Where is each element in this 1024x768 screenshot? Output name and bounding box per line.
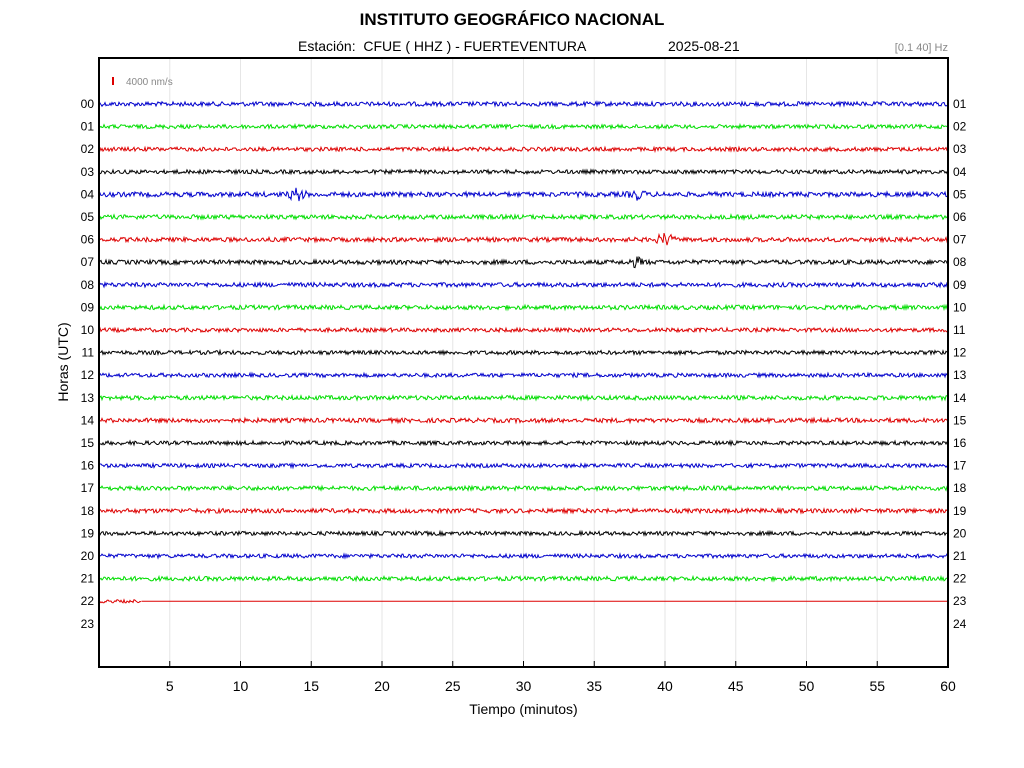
filter-band: [0.1 40] Hz [894, 42, 948, 54]
y-right-label: 05 [953, 187, 967, 201]
trace-hour-08 [98, 281, 949, 289]
y-right-label: 11 [953, 323, 966, 337]
y-right-label: 18 [953, 481, 967, 495]
y-left-label: 22 [81, 594, 95, 608]
trace-hour-06 [98, 232, 949, 246]
trace-hour-10 [98, 326, 949, 334]
trace-hour-18 [98, 506, 949, 515]
y-left-label: 17 [81, 481, 95, 495]
y-right-label: 15 [953, 413, 967, 427]
y-left-label: 14 [81, 413, 95, 427]
x-tick-label: 15 [303, 678, 319, 694]
y-left-label: 20 [81, 549, 95, 563]
trace-hour-01 [98, 122, 949, 131]
y-right-label: 17 [953, 459, 967, 473]
y-right-label: 02 [953, 120, 967, 134]
y-right-label: 16 [953, 436, 967, 450]
x-tick-label: 60 [940, 678, 956, 694]
y-left-label: 09 [81, 300, 95, 314]
y-left-label: 16 [81, 459, 95, 473]
x-tick-label: 5 [166, 678, 174, 694]
x-tick-label: 40 [657, 678, 673, 694]
trace-hour-21 [98, 574, 948, 583]
y-right-label: 03 [953, 142, 967, 156]
x-tick-label: 30 [516, 678, 532, 694]
y-left-label: 15 [81, 436, 95, 450]
y-left-label: 13 [81, 391, 95, 405]
chart-title: INSTITUTO GEOGRÁFICO NACIONAL [359, 10, 665, 29]
y-left-label: 08 [81, 278, 95, 292]
x-tick-label: 25 [445, 678, 461, 694]
y-right-label: 09 [953, 278, 967, 292]
x-tick-label: 35 [586, 678, 602, 694]
y-right-label: 21 [953, 549, 967, 563]
trace-hour-07 [98, 256, 949, 269]
y-left-label: 10 [81, 323, 95, 337]
x-axis-label: Tiempo (minutos) [469, 701, 577, 717]
trace-hour-04 [98, 187, 949, 202]
y-right-label: 08 [953, 255, 967, 269]
y-left-label: 23 [81, 617, 95, 631]
trace-hour-22 [98, 598, 142, 604]
labels-layer: 5 10 15 20 25 30 35 40 45 50 55 60 00 01 02 03 04 05 06 07 0… [55, 77, 967, 717]
y-left-label: 19 [81, 526, 95, 540]
station-label: Estación: CFUE ( HHZ ) - FUERTEVENTURA [298, 38, 587, 54]
x-tick-label: 10 [233, 678, 249, 694]
trace-hour-11 [98, 348, 949, 357]
trace-hour-02 [98, 145, 949, 154]
x-tick-label: 20 [374, 678, 390, 694]
y-right-label: 07 [953, 233, 967, 247]
y-right-label: 04 [953, 165, 967, 179]
trace-hour-16 [98, 461, 949, 470]
y-right-label: 06 [953, 210, 967, 224]
y-right-label: 24 [953, 617, 967, 631]
y-right-label: 01 [953, 97, 967, 111]
y-left-label: 06 [81, 233, 95, 247]
x-tick-label: 55 [869, 678, 885, 694]
y-left-label: 05 [81, 210, 95, 224]
trace-hour-09 [98, 303, 949, 312]
y-left-label: 07 [81, 255, 95, 269]
y-right-label: 20 [953, 526, 967, 540]
grid-layer [169, 58, 878, 667]
trace-hour-13 [98, 393, 949, 402]
y-right-label: 10 [953, 300, 967, 314]
trace-hour-17 [98, 484, 949, 493]
y-right-label: 13 [953, 368, 967, 382]
trace-hour-03 [98, 168, 949, 176]
y-left-label: 01 [81, 120, 95, 134]
y-right-label: 19 [953, 504, 967, 518]
trace-hour-05 [98, 213, 949, 222]
trace-layer [98, 100, 949, 604]
y-left-label: 12 [81, 368, 95, 382]
scale-label: 4000 nm/s [126, 77, 173, 88]
y-left-label: 03 [81, 165, 95, 179]
y-right-label: 23 [953, 594, 967, 608]
y-axis-label: Horas (UTC) [55, 322, 71, 401]
x-tick-label: 45 [728, 678, 744, 694]
trace-hour-00 [98, 100, 949, 108]
record-date: 2025-08-21 [668, 38, 740, 54]
y-left-label: 00 [81, 97, 95, 111]
trace-hour-15 [98, 439, 949, 447]
trace-hour-19 [98, 529, 949, 538]
ticks-layer [169, 661, 949, 667]
trace-hour-14 [98, 416, 949, 425]
x-tick-label: 50 [799, 678, 815, 694]
y-left-label: 04 [81, 187, 95, 201]
trace-hour-20 [98, 552, 949, 560]
y-left-label: 02 [81, 142, 95, 156]
y-left-label: 11 [82, 346, 95, 360]
y-left-label: 18 [81, 504, 95, 518]
y-right-label: 22 [953, 572, 967, 586]
y-right-label: 14 [953, 391, 967, 405]
y-right-label: 12 [953, 346, 967, 360]
trace-hour-12 [98, 371, 949, 379]
y-left-label: 21 [81, 572, 95, 586]
